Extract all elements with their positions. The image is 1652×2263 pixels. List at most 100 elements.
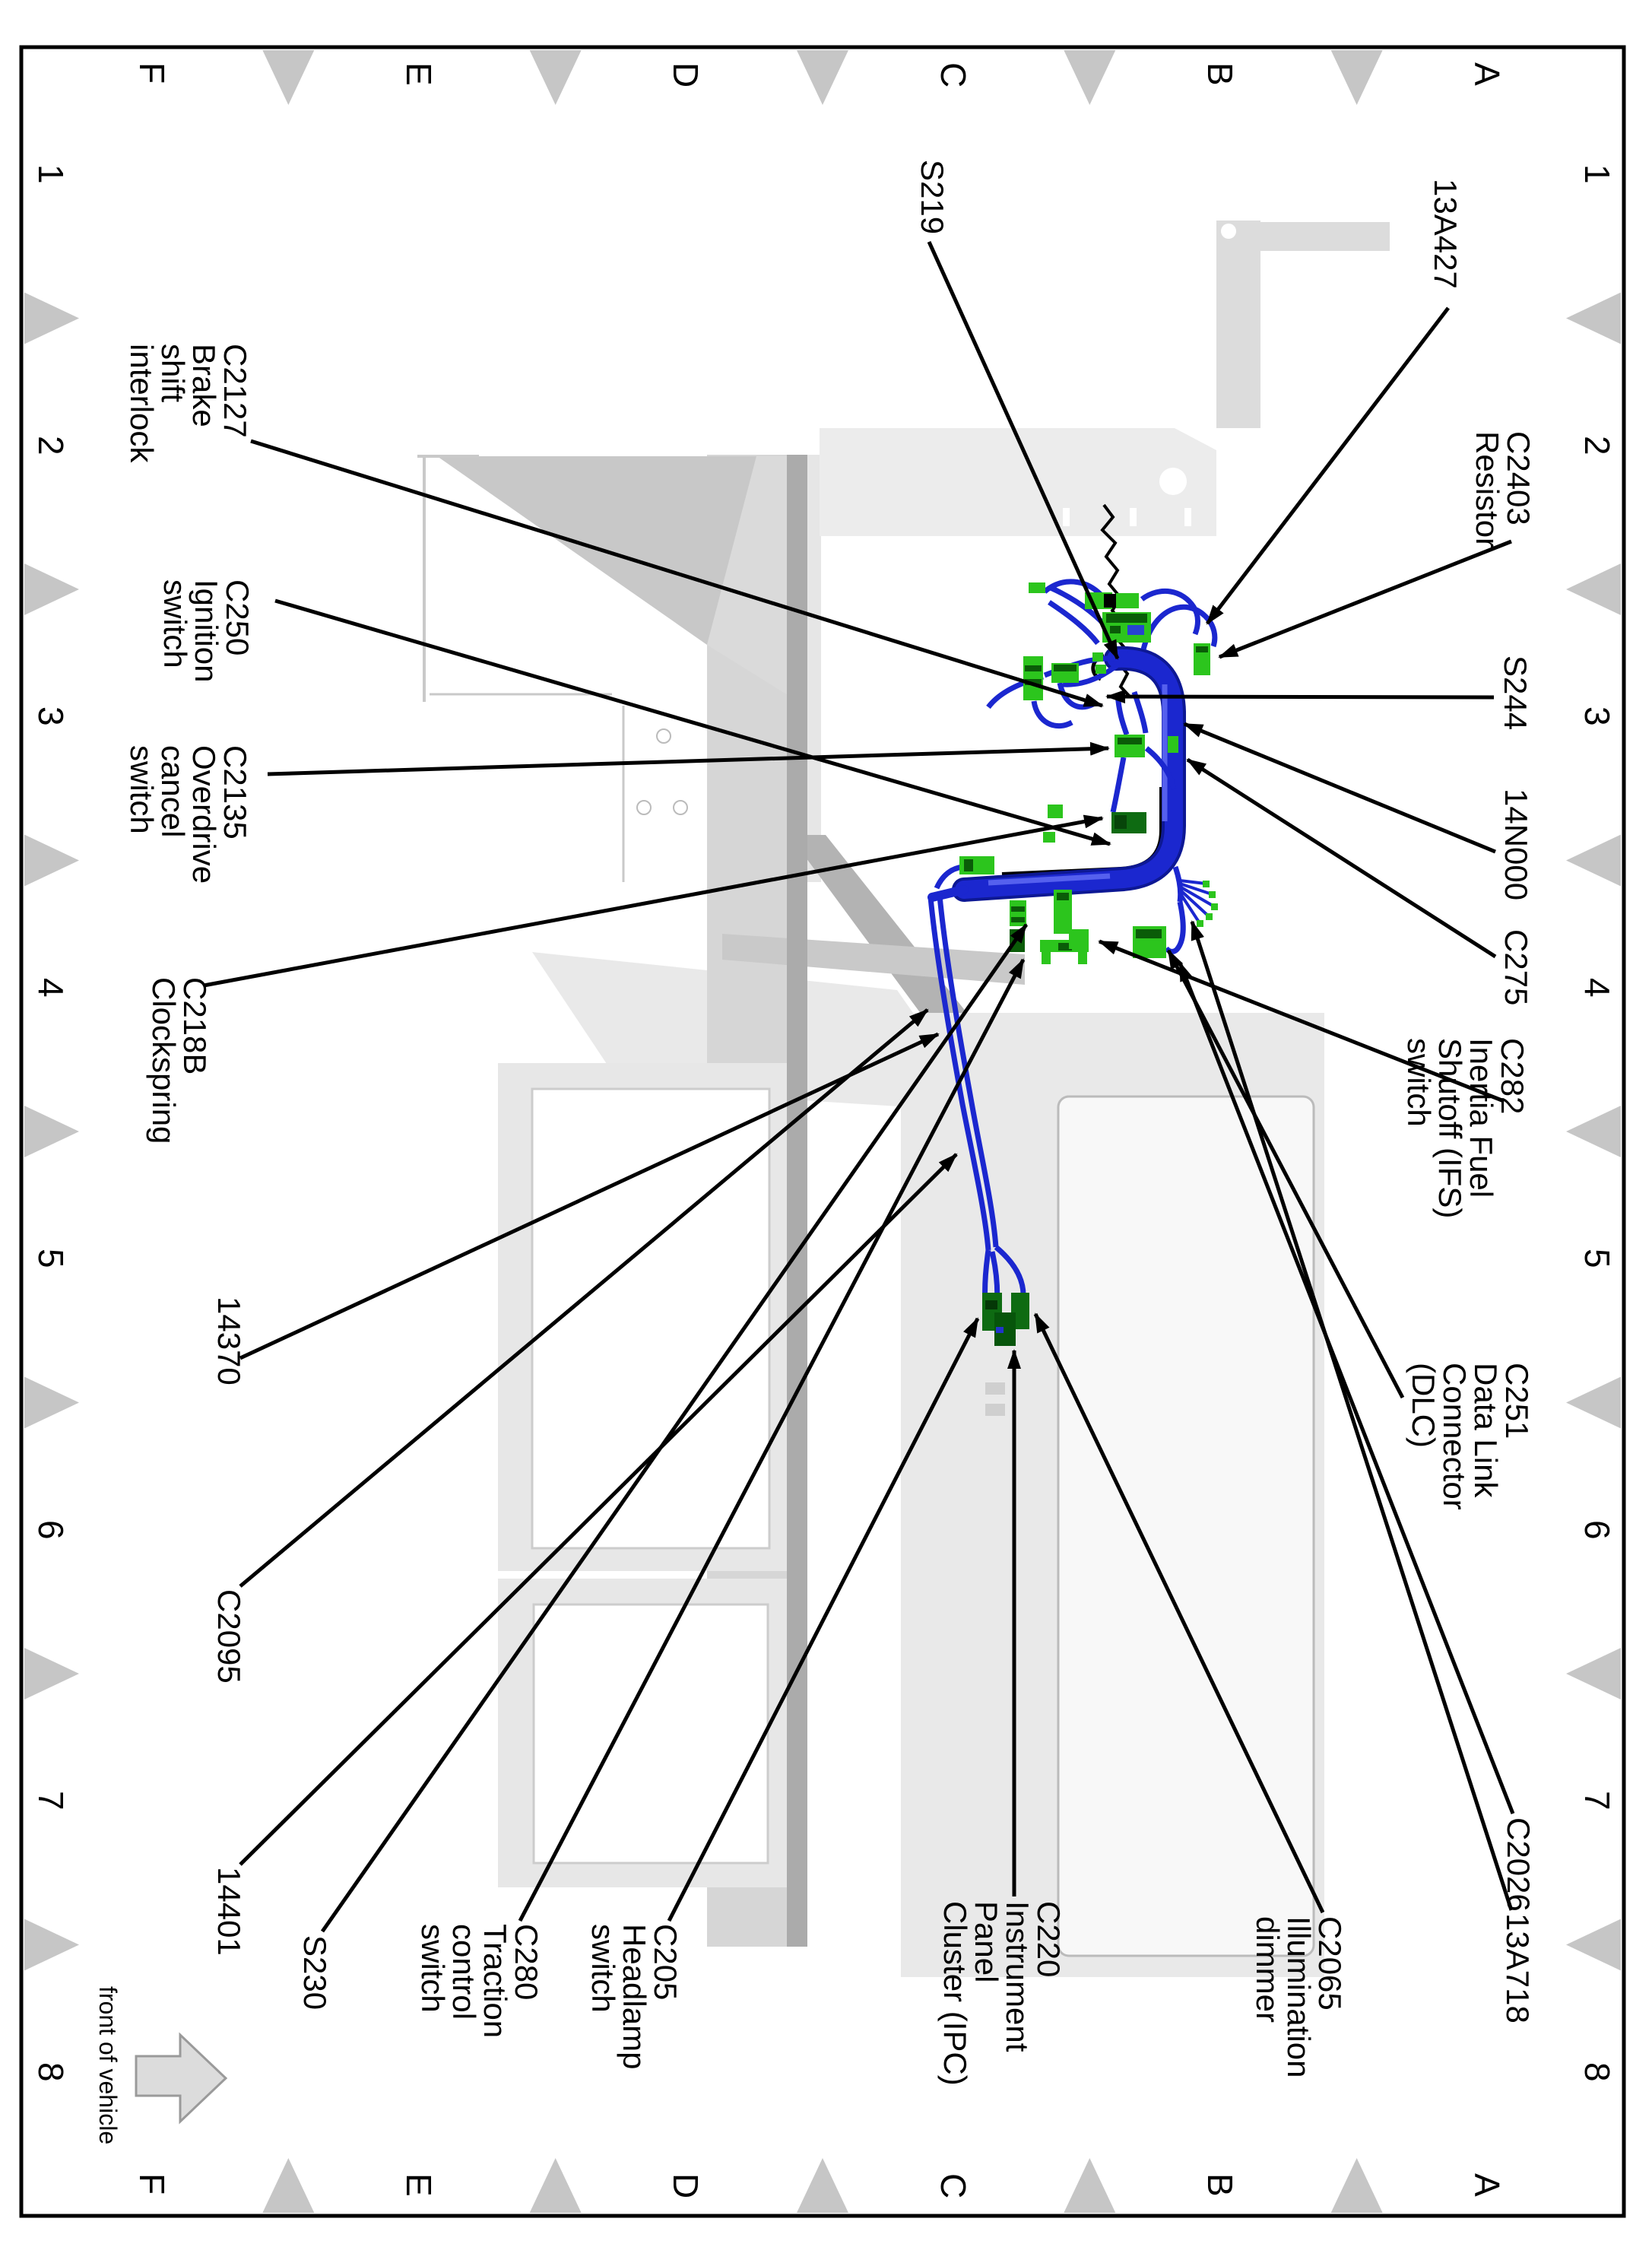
harness-connector (1042, 952, 1051, 964)
leader-arrow-14370 (239, 1032, 940, 1360)
leader-arrow-c275 (1186, 757, 1497, 959)
callout-line: 13A718 (1500, 1913, 1536, 2023)
callout-line: Data Link (1468, 1363, 1504, 1498)
grid-row-number-left: 4 (31, 978, 71, 998)
sheet-border (19, 45, 1626, 2218)
harness-connector (1196, 646, 1208, 652)
grid-triangle-top-icon (529, 50, 582, 105)
structure-shape (1063, 508, 1070, 526)
grid-row-number-left: 2 (31, 436, 71, 455)
structure-shape (1057, 1095, 1315, 1957)
grid-triangle-right-icon (1566, 1106, 1621, 1157)
leader-arrow-s219 (927, 240, 1120, 660)
leader-arrow-s230 (320, 923, 1029, 1933)
callout-line: C2135 (217, 745, 253, 840)
grid-row-number-right: 6 (1577, 1520, 1617, 1540)
harness-wire (1110, 757, 1127, 813)
structure-shape (820, 428, 1216, 536)
harness-connector (1058, 943, 1072, 951)
leader-arrow-14n000 (1183, 722, 1496, 854)
grid-col-letter-bottom: D (666, 2173, 706, 2199)
grid-triangle-left-icon (24, 1919, 79, 1971)
harness-connector (1092, 652, 1103, 662)
callout-line: Connector (1437, 1363, 1473, 1510)
callout-line: Illumination (1281, 1916, 1317, 2078)
callout-line: S244 (1498, 655, 1533, 731)
spray-wire-terminal (1211, 903, 1218, 910)
callout-c2135: C2135 Overdrive cancel switch (124, 745, 253, 884)
wiring-harness-layer (927, 503, 1218, 1316)
grid-triangle-left-icon (24, 1648, 79, 1700)
callout-line: dimmer (1250, 1916, 1286, 2023)
grid-triangle-bottom-icon (796, 2158, 848, 2213)
grid-row-number-left: 5 (31, 1249, 71, 1268)
grid-row-number-right: 2 (1577, 436, 1617, 455)
callout-line: C282 (1495, 1038, 1530, 1115)
callout-line: Ignition (189, 579, 224, 683)
grid-col-letter-bottom: B (1200, 2173, 1240, 2197)
callout-line: switch (124, 745, 160, 834)
harness-wire (1140, 588, 1200, 636)
callout-c218b: C218B Clockspring (146, 977, 213, 1144)
callout-line: 14401 (211, 1867, 247, 1956)
grid-col-letter-bottom: E (399, 2173, 439, 2197)
callout-line: Inertia Fuel (1463, 1038, 1499, 1198)
grid-triangle-right-icon (1566, 1919, 1621, 1971)
harness-connector (1057, 893, 1069, 900)
callout-line: control (446, 1924, 482, 2020)
harness-wire (937, 895, 999, 1248)
harness-spray-wire (1178, 885, 1216, 908)
structure-shape (656, 728, 671, 744)
front-of-vehicle-label: front of vehicle (94, 1986, 122, 2145)
harness-connector (996, 1327, 1004, 1333)
spray-wire-terminal (1206, 913, 1213, 920)
callout-line: S230 (297, 1935, 333, 2011)
grid-col-letter-top: A (1467, 62, 1507, 86)
leader-arrow-c2135 (267, 741, 1110, 776)
structure-shape (673, 800, 688, 815)
grid-row-number-left: 1 (31, 164, 71, 184)
callout-line: C2026 (1501, 1817, 1536, 1912)
grid-triangle-left-icon (24, 1106, 79, 1157)
callout-c280: C280 Traction control switch (415, 1924, 544, 2038)
grid-row-number-right: 4 (1577, 978, 1617, 998)
harness-connector (1048, 805, 1063, 818)
grid-triangle-left-icon (24, 563, 79, 615)
leader-arrow-layer (203, 240, 1515, 1933)
callout-line: cancel (155, 745, 191, 838)
callout-line: 14N000 (1498, 789, 1534, 901)
harness-wire (1031, 700, 1073, 729)
harness-connector (1118, 738, 1142, 744)
leader-arrow-c250 (274, 598, 1111, 846)
callout-line: C2403 (1501, 431, 1536, 525)
callout-line: Headlamp (617, 1924, 652, 2070)
grid-triangle-bottom-icon (529, 2158, 582, 2213)
harness-connector (1069, 929, 1089, 949)
grid-row-number-right: 7 (1577, 1791, 1617, 1811)
harness-connector (1136, 929, 1162, 938)
grid-row-number-left: 7 (31, 1791, 71, 1811)
spray-wire-terminal (1209, 891, 1216, 898)
leader-arrow-14401 (239, 1153, 958, 1866)
grid-triangle-bottom-icon (1330, 2158, 1383, 2213)
harness-connector (1078, 952, 1087, 964)
callout-c275: C275 (1498, 929, 1534, 1006)
callout-line: C2065 (1312, 1916, 1348, 2011)
callout-line: interlock (124, 344, 160, 463)
harness-connector (985, 1300, 997, 1309)
grid-col-letter-bottom: A (1467, 2173, 1507, 2197)
callout-line: 13A427 (1428, 179, 1463, 289)
grid-triangle-top-icon (796, 50, 848, 105)
grid-reference-layer (19, 45, 1626, 2218)
grid-triangle-left-icon (24, 1376, 79, 1429)
grid-col-letter-top: C (934, 62, 973, 88)
structure-shape (1260, 222, 1390, 251)
callout-c2026: C2026 (1501, 1817, 1536, 1912)
grid-triangle-top-icon (1064, 50, 1116, 105)
callout-line: C251 (1499, 1363, 1535, 1439)
callout-line: C275 (1498, 929, 1534, 1006)
callout-14370: 14370 (211, 1297, 247, 1385)
harness-connector (1110, 626, 1121, 633)
harness-connector (1104, 594, 1116, 608)
